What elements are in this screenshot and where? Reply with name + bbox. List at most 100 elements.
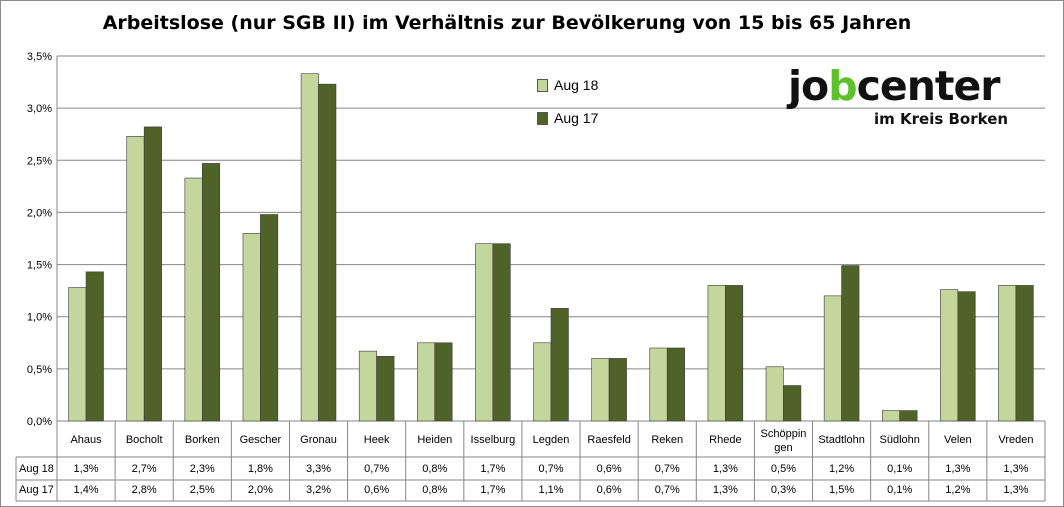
bar <box>492 243 511 422</box>
bar <box>550 308 569 422</box>
data-label: 3,2% <box>306 484 331 496</box>
data-label: 0,6% <box>364 484 389 496</box>
bar <box>957 291 976 422</box>
logo-subtitle: im Kreis Borken <box>874 110 1009 128</box>
data-label: 0,6% <box>597 463 622 475</box>
bar <box>783 385 802 422</box>
y-tick-label: 0,5% <box>27 364 52 376</box>
bar <box>1015 285 1034 422</box>
x-tick-label: Velen <box>944 434 972 446</box>
bar <box>143 126 162 422</box>
bar <box>376 356 395 422</box>
bar <box>318 83 337 422</box>
bar <box>765 366 784 422</box>
bar <box>475 243 494 422</box>
x-tick-label: Rhede <box>709 434 741 446</box>
data-label: 0,1% <box>887 463 912 475</box>
x-tick-label: Borken <box>185 434 220 446</box>
data-label: 0,1% <box>887 484 912 496</box>
data-label: 1,3% <box>1003 463 1028 475</box>
data-label: 1,8% <box>248 463 273 475</box>
x-tick-label: gen <box>774 442 792 454</box>
data-label: 1,3% <box>713 463 738 475</box>
bar <box>300 73 319 422</box>
bar <box>591 358 610 422</box>
data-label: 1,2% <box>829 463 854 475</box>
legend-label: Aug 18 <box>554 77 599 93</box>
data-label: 1,3% <box>1003 484 1028 496</box>
x-tick-label: Stadtlohn <box>818 434 864 446</box>
data-label: 0,7% <box>538 463 563 475</box>
bar <box>201 163 221 422</box>
bar <box>823 295 842 422</box>
bar <box>434 342 453 422</box>
legend-swatch <box>537 78 548 92</box>
x-tick-label: Bocholt <box>126 434 163 446</box>
data-label: 2,0% <box>248 484 273 496</box>
data-label: 1,3% <box>945 463 970 475</box>
bar <box>242 232 261 422</box>
bar <box>881 410 901 422</box>
x-tick-label: Gescher <box>240 434 282 446</box>
bar <box>841 265 860 422</box>
legend-item-aug18: Aug 18 <box>537 77 598 93</box>
data-label: 1,5% <box>829 484 854 496</box>
data-label: 2,5% <box>190 484 215 496</box>
bar <box>68 287 87 422</box>
bar <box>649 347 668 422</box>
data-label: 0,5% <box>771 463 796 475</box>
data-label: 3,3% <box>306 463 331 475</box>
x-tick-label: Südlohn <box>880 434 920 446</box>
data-label: 0,8% <box>422 463 447 475</box>
data-label: 1,7% <box>480 484 505 496</box>
legend-item-aug17: Aug 17 <box>537 110 598 126</box>
bar <box>608 358 627 422</box>
x-tick-label: Reken <box>651 434 683 446</box>
bar <box>666 347 685 422</box>
x-tick-label: Schöppin <box>761 428 807 440</box>
table-row-header: Aug 17 <box>19 484 54 496</box>
bar <box>260 214 279 422</box>
y-tick-label: 1,5% <box>27 260 52 272</box>
data-label: 0,8% <box>422 484 447 496</box>
bar <box>725 285 744 422</box>
x-tick-label: Vreden <box>998 434 1033 446</box>
logo-wordmark: jobcenter <box>788 62 1001 110</box>
bar <box>998 285 1017 422</box>
x-tick-label: Heek <box>364 434 390 446</box>
y-tick-label: 0,0% <box>27 416 52 428</box>
data-label: 0,3% <box>771 484 796 496</box>
data-label: 1,3% <box>713 484 738 496</box>
x-tick-label: Isselburg <box>471 434 516 446</box>
table-row-header: Aug 18 <box>19 463 54 475</box>
data-label: 1,3% <box>74 463 99 475</box>
data-label: 2,8% <box>132 484 157 496</box>
data-label: 2,7% <box>132 463 157 475</box>
bar <box>899 410 918 422</box>
y-tick-label: 2,5% <box>27 155 52 167</box>
x-tick-label: Gronau <box>300 434 337 446</box>
data-label: 1,1% <box>538 484 563 496</box>
x-tick-label: Ahaus <box>70 434 102 446</box>
data-label: 1,2% <box>945 484 970 496</box>
data-label: 2,3% <box>190 463 215 475</box>
data-label: 0,7% <box>364 463 389 475</box>
y-tick-label: 2,0% <box>27 207 52 219</box>
bar <box>126 136 145 422</box>
x-tick-label: Heiden <box>417 434 452 446</box>
bar <box>533 342 552 422</box>
bar <box>940 289 959 422</box>
legend-swatch <box>537 111 548 125</box>
data-label: 1,4% <box>74 484 99 496</box>
x-tick-label: Legden <box>533 434 570 446</box>
bar <box>707 285 726 422</box>
bar <box>358 350 377 422</box>
data-label: 0,6% <box>597 484 622 496</box>
y-tick-label: 3,5% <box>27 51 52 63</box>
jobcenter-logo: jobcenter im Kreis Borken <box>788 64 1038 130</box>
legend-label: Aug 17 <box>554 110 599 126</box>
x-tick-label: Raesfeld <box>587 434 630 446</box>
y-tick-label: 3,0% <box>27 103 52 115</box>
